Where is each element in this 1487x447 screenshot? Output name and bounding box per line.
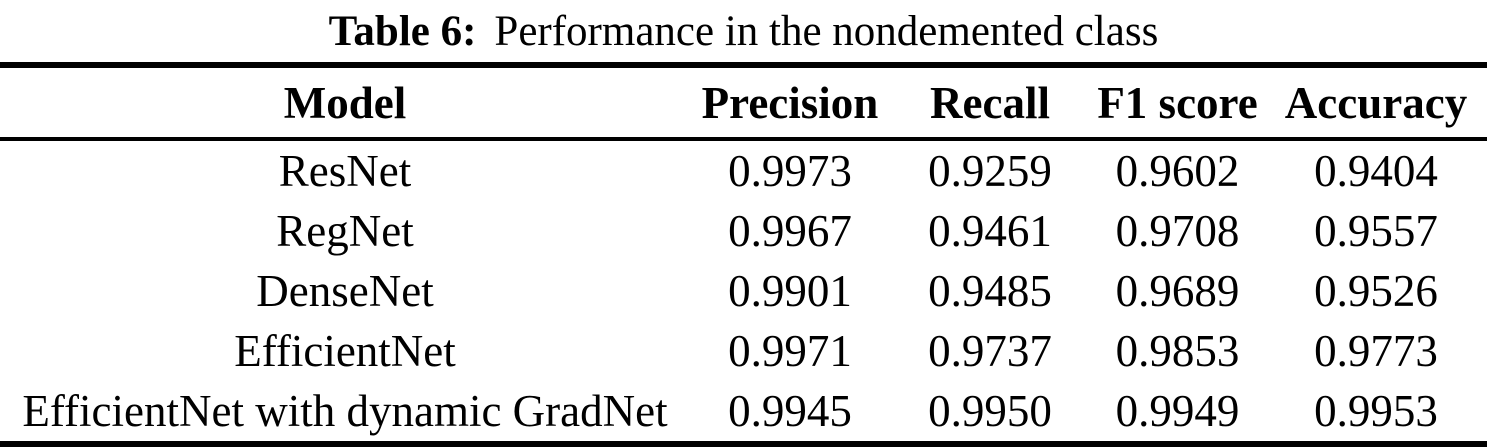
precision-cell: 0.9971 [728,326,852,376]
performance-table: Model Precision Recall F1 score Accuracy… [0,62,1487,447]
column-header-f1-score: F1 score [1090,65,1265,141]
f1-score-cell: 0.9708 [1115,206,1240,256]
table-caption-text: Performance in the nondemented class [494,7,1159,55]
table-row: EfficientNet with dynamic GradNet 0.9945 0… [0,381,1487,444]
accuracy-cell: 0.9404 [1314,146,1438,196]
column-header-precision: Precision [690,65,890,141]
f1-score-cell: 0.9689 [1115,266,1240,316]
column-header-recall: Recall [890,65,1090,141]
table-row: RegNet 0.9967 0.9461 0.9708 0.9557 [0,201,1487,261]
recall-cell: 0.9259 [928,146,1052,196]
f1-score-cell: 0.9949 [1115,386,1240,436]
model-cell: EfficientNet with dynamic GradNet [22,386,668,436]
column-header-accuracy: Accuracy [1265,65,1487,141]
table-row: ResNet 0.9973 0.9259 0.9602 0.9404 [0,139,1487,201]
precision-cell: 0.9973 [728,146,852,196]
recall-cell: 0.9461 [928,206,1052,256]
table-caption-label: Table 6: [328,7,477,55]
table-caption: Table 6: Performance in the nondemented … [0,0,1487,62]
accuracy-cell: 0.9953 [1314,386,1438,436]
table-row: EfficientNet 0.9971 0.9737 0.9853 0.9773 [0,321,1487,381]
recall-cell: 0.9737 [928,326,1052,376]
model-cell: ResNet [278,146,412,196]
recall-cell: 0.9485 [928,266,1052,316]
f1-score-cell: 0.9853 [1115,326,1240,376]
precision-cell: 0.9901 [728,266,852,316]
table-row: DenseNet 0.9901 0.9485 0.9689 0.9526 [0,261,1487,321]
header-row: Model Precision Recall F1 score Accuracy [0,65,1487,141]
table-body: ResNet 0.9973 0.9259 0.9602 0.9404 RegNet 0.99… [0,139,1487,444]
model-cell: DenseNet [256,266,434,316]
model-cell: EfficientNet [234,326,456,376]
precision-cell: 0.9967 [728,206,852,256]
table-header: Model Precision Recall F1 score Accuracy [0,65,1487,141]
recall-cell: 0.9950 [928,386,1052,436]
accuracy-cell: 0.9773 [1314,326,1438,376]
precision-cell: 0.9945 [728,386,852,436]
accuracy-cell: 0.9557 [1314,206,1438,256]
column-header-model: Model [0,65,690,141]
f1-score-cell: 0.9602 [1115,146,1240,196]
model-cell: RegNet [276,206,414,256]
accuracy-cell: 0.9526 [1314,266,1438,316]
